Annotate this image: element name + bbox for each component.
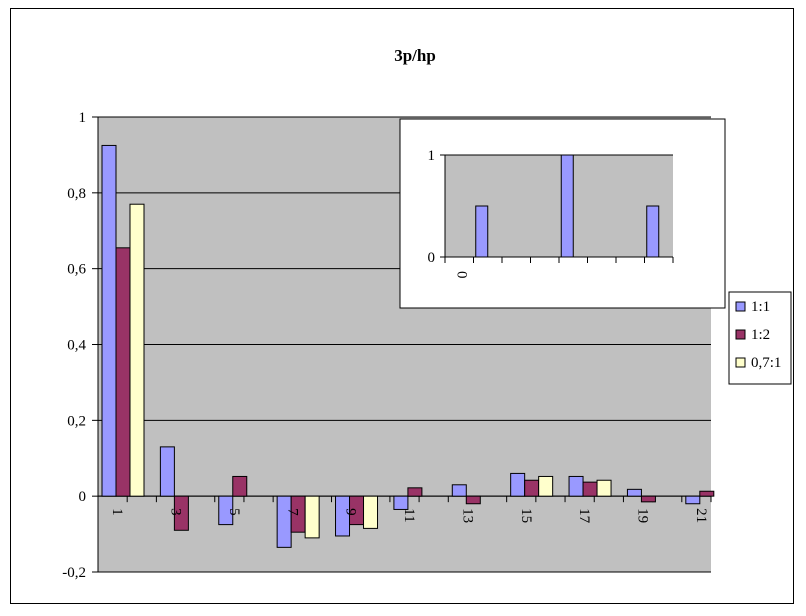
bar-11-9 — [335, 495, 351, 537]
x-tick-label: 17 — [576, 508, 592, 523]
y-tick-label: 0,4 — [67, 338, 86, 354]
bar-12-19 — [640, 495, 656, 503]
bar-11-13 — [451, 484, 467, 497]
x-tick-label: 13 — [459, 508, 475, 523]
legend-label: 1:2 — [751, 327, 770, 343]
inset-bar-2 — [560, 154, 574, 258]
bar-071-17 — [596, 479, 612, 497]
bar-12-1 — [115, 247, 131, 497]
inset-bar-3 — [646, 205, 660, 258]
y-tick-label: -0,2 — [62, 565, 86, 581]
legend-swatch — [735, 329, 746, 340]
x-tick-label: 11 — [401, 508, 417, 522]
bar-12-11 — [407, 487, 423, 497]
bar-11-19 — [626, 488, 642, 497]
bar-12-3 — [173, 495, 189, 531]
legend-label: 1:1 — [751, 299, 770, 315]
x-tick-label: 1 — [109, 508, 125, 515]
inset-chart: 0 1 0 — [399, 118, 726, 309]
x-tick-label: 7 — [284, 508, 300, 516]
bar-12-13 — [465, 495, 481, 505]
bar-12-5 — [232, 475, 248, 497]
legend-swatch — [735, 357, 746, 368]
x-tick-label: 19 — [635, 508, 651, 523]
y-tick-label: 0 — [79, 489, 87, 505]
bar-11-17 — [568, 475, 584, 497]
bar-071-15 — [538, 475, 554, 497]
legend-swatch — [735, 301, 746, 312]
y-tick-label: 0,6 — [67, 262, 86, 278]
bar-12-21 — [699, 490, 715, 497]
bar-12-17 — [582, 481, 598, 497]
bar-11-11 — [393, 495, 409, 510]
bar-11-3 — [159, 446, 175, 497]
chart-svg: 3p/hp -0,200,20,40,60,811 3 5 7 9 11 13 15 17 19 2… — [62, 46, 792, 581]
x-tick-label: 15 — [518, 508, 534, 523]
inset-x-tick-label: 0 — [454, 271, 470, 279]
bar-071-9 — [363, 495, 379, 529]
legend: 1:1 1:2 0,7:1 — [728, 291, 792, 385]
y-tick-label: 0,8 — [67, 186, 86, 202]
inset-bar-1 — [475, 205, 489, 258]
bar-11-5 — [218, 495, 234, 526]
bar-11-15 — [510, 472, 526, 497]
bar-071-1 — [129, 203, 145, 497]
bar-12-15 — [524, 479, 540, 497]
legend-label: 0,7:1 — [751, 355, 781, 371]
y-tick-label: 1 — [79, 110, 87, 126]
y-tick-label: 0,2 — [67, 413, 86, 429]
x-tick-label: 3 — [168, 508, 184, 515]
bar-071-7 — [304, 495, 320, 539]
bar-11-7 — [276, 495, 292, 548]
bar-11-21 — [685, 495, 701, 505]
x-tick-label: 5 — [226, 508, 242, 515]
chart-frame: 3p/hp -0,2 0 0,2 0,4 0,6 0,8 1 1 3 5 7 9 11 13 15 17 19 2… — [10, 8, 794, 604]
inset-y-tick-label: 1 — [428, 148, 436, 164]
inset-y-tick-label: 0 — [428, 250, 436, 266]
bar-11-1 — [101, 144, 117, 497]
chart-title: 3p/hp — [394, 46, 436, 65]
x-tick-label: 9 — [343, 508, 359, 515]
x-tick-label: 21 — [693, 508, 709, 523]
